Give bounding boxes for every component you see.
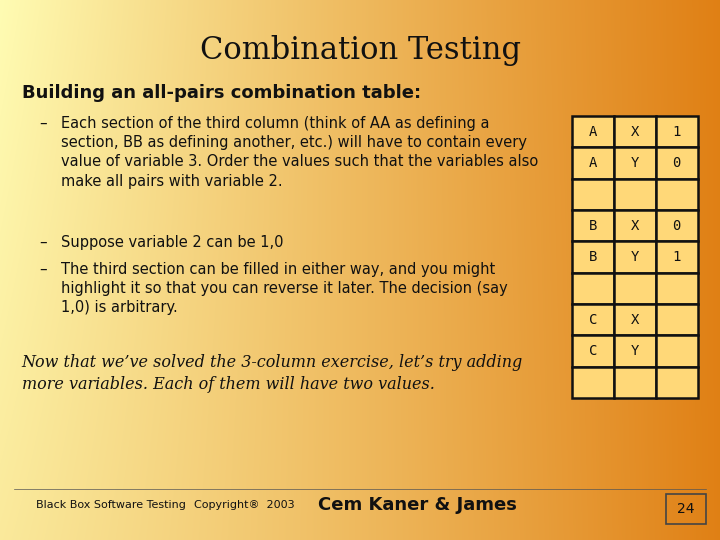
Bar (656, 179, 698, 210)
Bar (614, 147, 656, 179)
Bar (656, 367, 698, 398)
Text: Copyright®  2003: Copyright® 2003 (194, 500, 295, 510)
Text: Y: Y (631, 344, 639, 358)
Text: Suppose variable 2 can be 1,0: Suppose variable 2 can be 1,0 (61, 235, 284, 250)
Bar (656, 147, 698, 179)
Bar (656, 116, 698, 147)
Bar (666, 494, 706, 524)
Text: 24: 24 (677, 502, 695, 516)
Text: 1: 1 (672, 250, 681, 264)
Bar (614, 304, 656, 335)
Bar (656, 335, 698, 367)
Bar (572, 241, 614, 273)
Text: A: A (589, 156, 598, 170)
Text: C: C (589, 313, 598, 327)
Bar (572, 147, 614, 179)
Bar (614, 335, 656, 367)
Text: 1: 1 (672, 125, 681, 139)
Bar (614, 273, 656, 304)
Bar (656, 273, 698, 304)
Text: Black Box Software Testing: Black Box Software Testing (36, 500, 186, 510)
Bar (572, 273, 614, 304)
Text: X: X (631, 313, 639, 327)
Text: B: B (589, 219, 598, 233)
Text: Y: Y (631, 250, 639, 264)
Text: Each section of the third column (think of AA as defining a
section, BB as defin: Each section of the third column (think … (61, 116, 539, 188)
Text: 0: 0 (672, 219, 681, 233)
Text: X: X (631, 219, 639, 233)
Bar (614, 116, 656, 147)
Bar (572, 210, 614, 241)
Bar (656, 241, 698, 273)
Text: A: A (589, 125, 598, 139)
Text: –: – (40, 235, 48, 250)
Text: The third section can be filled in either way, and you might
highlight it so tha: The third section can be filled in eithe… (61, 262, 508, 315)
Text: 0: 0 (672, 156, 681, 170)
Bar (572, 116, 614, 147)
Bar (614, 179, 656, 210)
Bar (572, 367, 614, 398)
Bar (572, 335, 614, 367)
Text: Combination Testing: Combination Testing (199, 35, 521, 66)
Text: Building an all-pairs combination table:: Building an all-pairs combination table: (22, 84, 420, 102)
Text: –: – (40, 116, 48, 131)
Bar (572, 179, 614, 210)
Text: C: C (589, 344, 598, 358)
Bar (656, 304, 698, 335)
Text: Now that we’ve solved the 3-column exercise, let’s try adding
more variables. Ea: Now that we’ve solved the 3-column exerc… (22, 354, 523, 393)
Text: B: B (589, 250, 598, 264)
Bar (614, 210, 656, 241)
Bar (614, 367, 656, 398)
Text: Y: Y (631, 156, 639, 170)
Text: Cem Kaner & James: Cem Kaner & James (318, 496, 517, 514)
Bar (614, 241, 656, 273)
Bar (572, 304, 614, 335)
Text: –: – (40, 262, 48, 277)
Bar (656, 210, 698, 241)
Text: X: X (631, 125, 639, 139)
